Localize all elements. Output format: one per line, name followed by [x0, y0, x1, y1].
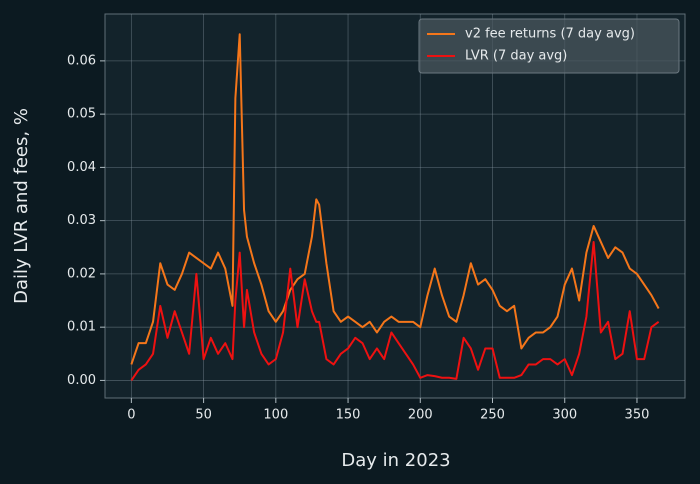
legend-box	[418, 18, 680, 74]
series-line	[130, 240, 660, 381]
y-tick-label: 0.01	[67, 320, 96, 335]
x-tick-label: 50	[195, 408, 212, 423]
x-tick-label: 150	[336, 408, 361, 423]
x-tick-label: 0	[127, 408, 135, 423]
y-tick-label: 0.02	[67, 266, 96, 281]
x-tick-label: 300	[552, 408, 577, 423]
y-tick-label: 0.00	[67, 373, 96, 388]
x-tick-label: 200	[408, 408, 433, 423]
y-tick-label: 0.03	[67, 213, 96, 228]
legend-label: v2 fee returns (7 day avg)	[465, 27, 635, 42]
x-tick-label: 250	[480, 408, 505, 423]
series-line	[130, 33, 660, 365]
x-axis-label: Day in 2023	[341, 450, 450, 471]
x-tick-label: 350	[625, 408, 650, 423]
y-tick-label: 0.04	[67, 160, 96, 175]
x-tick-label: 100	[263, 408, 288, 423]
y-tick-label: 0.05	[67, 107, 96, 122]
y-axis-label: Daily LVR and fees, %	[11, 108, 32, 304]
y-tick-label: 0.06	[67, 53, 96, 68]
legend-label: LVR (7 day avg)	[465, 49, 567, 64]
